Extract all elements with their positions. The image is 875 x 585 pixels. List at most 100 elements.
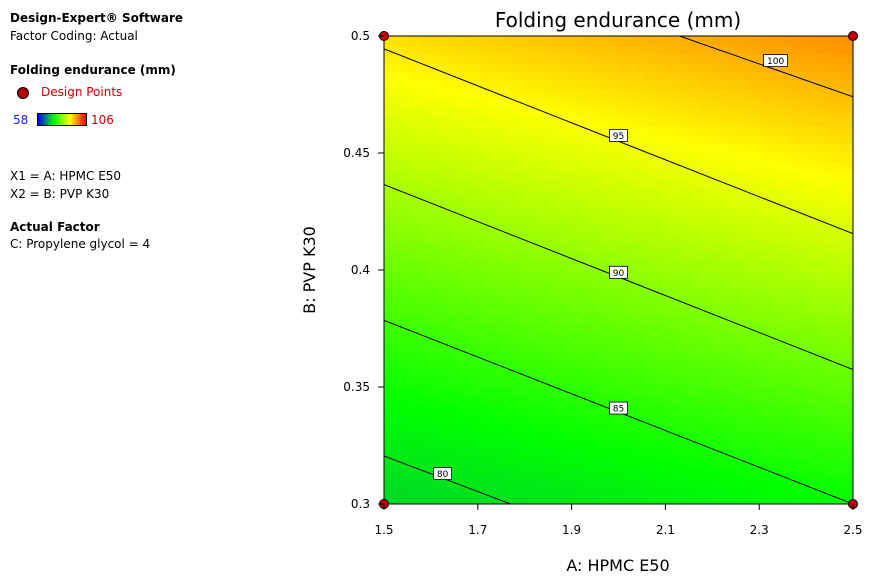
heatmap-cell	[627, 216, 637, 226]
heatmap-cell	[501, 180, 511, 190]
heatmap-cell	[537, 54, 547, 64]
heatmap-cell	[411, 234, 421, 244]
heatmap-cell	[456, 225, 466, 235]
heatmap-cell	[654, 450, 664, 460]
heatmap-cell	[429, 423, 439, 433]
heatmap-cell	[816, 45, 826, 55]
heatmap-cell	[411, 396, 421, 406]
heatmap-cell	[546, 225, 556, 235]
heatmap-cell	[555, 477, 565, 487]
heatmap-cell	[411, 171, 421, 181]
heatmap-cell	[528, 468, 538, 478]
heatmap-cell	[663, 459, 673, 469]
heatmap-cell	[402, 45, 412, 55]
heatmap-cell	[573, 243, 583, 253]
heatmap-cell	[420, 396, 430, 406]
heatmap-cell	[591, 252, 601, 262]
heatmap-cell	[717, 225, 727, 235]
heatmap-cell	[474, 387, 484, 397]
heatmap-cell	[699, 207, 709, 217]
heatmap-cell	[834, 432, 844, 442]
heatmap-cell	[564, 297, 574, 307]
heatmap-cell	[690, 297, 700, 307]
heatmap-cell	[807, 288, 817, 298]
heatmap-cell	[573, 477, 583, 487]
heatmap-cell	[618, 171, 628, 181]
heatmap-cell	[474, 369, 484, 379]
heatmap-cell	[510, 297, 520, 307]
heatmap-cell	[708, 54, 718, 64]
heatmap-cell	[519, 234, 529, 244]
heatmap-cell	[591, 162, 601, 172]
heatmap-cell	[627, 54, 637, 64]
heatmap-cell	[627, 297, 637, 307]
heatmap-cell	[807, 225, 817, 235]
heatmap-cell	[438, 216, 448, 226]
heatmap-cell	[708, 270, 718, 280]
heatmap-cell	[627, 360, 637, 370]
heatmap-cell	[645, 153, 655, 163]
heatmap-cell	[627, 36, 637, 46]
heatmap-cell	[762, 153, 772, 163]
heatmap-cell	[411, 225, 421, 235]
heatmap-cell	[483, 135, 493, 145]
x-tick-label: 1.9	[562, 523, 581, 537]
heatmap-cell	[645, 315, 655, 325]
heatmap-cell	[672, 333, 682, 343]
heatmap-cell	[690, 135, 700, 145]
heatmap-cell	[483, 108, 493, 118]
heatmap-cell	[456, 216, 466, 226]
heatmap-cell	[825, 90, 835, 100]
heatmap-cell	[591, 180, 601, 190]
heatmap-cell	[807, 414, 817, 424]
heatmap-cell	[654, 63, 664, 73]
heatmap-cell	[465, 486, 475, 496]
heatmap-cell	[636, 378, 646, 388]
heatmap-cell	[501, 333, 511, 343]
heatmap-cell	[384, 243, 394, 253]
heatmap-cell	[384, 441, 394, 451]
heatmap-cell	[780, 171, 790, 181]
heatmap-cell	[825, 216, 835, 226]
heatmap-cell	[573, 99, 583, 109]
heatmap-cell	[483, 90, 493, 100]
heatmap-cell	[744, 468, 754, 478]
heatmap-cell	[393, 81, 403, 91]
heatmap-cell	[726, 36, 736, 46]
heatmap-cell	[717, 180, 727, 190]
heatmap-cell	[492, 432, 502, 442]
heatmap-cell	[744, 63, 754, 73]
heatmap-cell	[519, 144, 529, 154]
heatmap-cell	[708, 450, 718, 460]
heatmap-cell	[708, 171, 718, 181]
heatmap-cell	[726, 171, 736, 181]
heatmap-cell	[735, 369, 745, 379]
heatmap-cell	[825, 360, 835, 370]
heatmap-cell	[393, 54, 403, 64]
heatmap-cell	[564, 153, 574, 163]
heatmap-cell	[798, 162, 808, 172]
heatmap-cell	[555, 171, 565, 181]
heatmap-cell	[510, 432, 520, 442]
heatmap-cell	[573, 396, 583, 406]
heatmap-cell	[609, 414, 619, 424]
heatmap-cell	[708, 99, 718, 109]
heatmap-cell	[519, 369, 529, 379]
heatmap-cell	[474, 495, 484, 504]
heatmap-cell	[771, 477, 781, 487]
heatmap-cell	[726, 432, 736, 442]
heatmap-cell	[582, 414, 592, 424]
heatmap-cell	[447, 369, 457, 379]
heatmap-cell	[384, 315, 394, 325]
heatmap-cell	[789, 117, 799, 127]
heatmap-cell	[528, 54, 538, 64]
heatmap-cell	[510, 441, 520, 451]
heatmap-cell	[591, 117, 601, 127]
heatmap-cell	[780, 234, 790, 244]
heatmap-cell	[537, 126, 547, 136]
heatmap-cell	[807, 495, 817, 504]
heatmap-cell	[636, 144, 646, 154]
heatmap-cell	[753, 486, 763, 496]
heatmap-cell	[798, 243, 808, 253]
heatmap-cell	[573, 126, 583, 136]
